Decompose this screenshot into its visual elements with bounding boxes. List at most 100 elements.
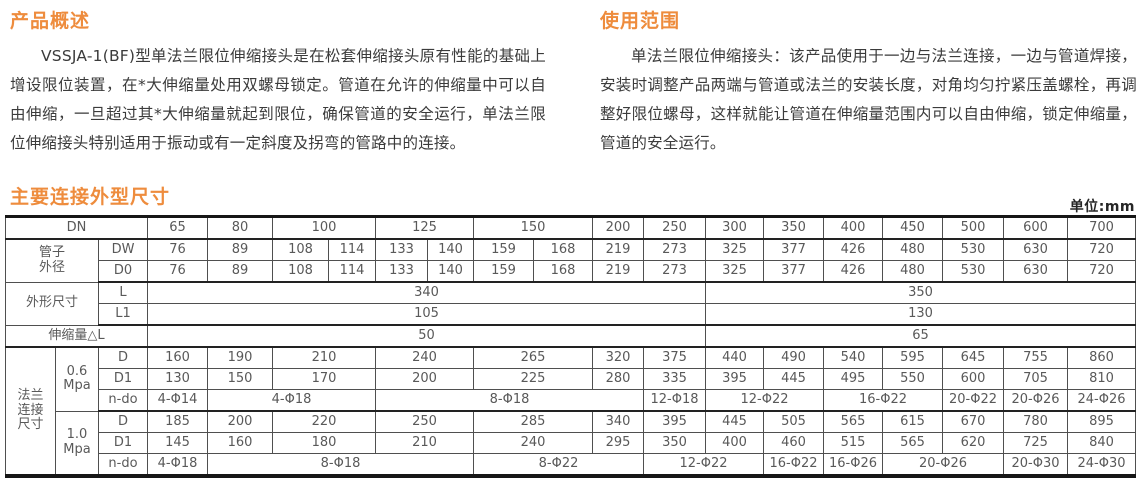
cell: 340 (147, 281, 706, 304)
row-d0: D0 76 89 108 114 133 140 159 168 219 273… (6, 260, 1136, 283)
label-d: D (98, 410, 148, 433)
cell: 377 (763, 238, 824, 261)
row-expansion: 伸缩量△L 50 65 (5, 324, 1136, 348)
cell: 480 (882, 238, 943, 261)
cell: 295 (592, 432, 644, 454)
overview-paragraph: VSSJA-1(BF)型单法兰限位伸缩接头是在松套伸缩接头原有性能的基础上增设限… (10, 47, 546, 152)
cell: 375 (643, 346, 706, 369)
label-d1: D1 (98, 432, 148, 454)
cell: 150 (473, 216, 593, 240)
cell: 350 (643, 432, 706, 454)
cell: 8-Φ18 (375, 389, 644, 412)
cell: 240 (473, 432, 593, 454)
cell: 16-Φ22 (763, 453, 824, 477)
cell: 4-Φ18 (207, 389, 376, 412)
cell: 500 (942, 216, 1004, 240)
cell: 65 (705, 324, 1136, 348)
cell: 4-Φ14 (147, 389, 208, 412)
label-l1: L1 (98, 303, 148, 326)
cell: 80 (207, 216, 273, 240)
usage-title: 使用范围 (600, 10, 681, 32)
cell: 600 (1003, 216, 1068, 240)
cell: 185 (147, 410, 208, 433)
cell: 200 (592, 216, 644, 240)
cell: 810 (1067, 368, 1136, 390)
cell: 24-Φ26 (1067, 389, 1136, 412)
cell: 108 (272, 260, 329, 283)
cell: 200 (207, 410, 273, 433)
cell: 16-Φ22 (823, 389, 943, 412)
cell: 445 (763, 368, 824, 390)
row-l1: L1 105 130 (6, 303, 1136, 326)
cell: 325 (705, 260, 764, 283)
label-overall-size: 外形尺寸 (5, 281, 99, 326)
usage-paragraph: 单法兰限位伸缩接头：该产品使用于一边与法兰连接，一边与管道焊接，安装时调整产品两… (600, 47, 1137, 152)
row-dw: 管子 外径 DW 76 89 108 114 133 140 159 168 2… (5, 238, 1136, 283)
cell: 670 (942, 410, 1004, 433)
cell: 114 (328, 260, 376, 283)
cell: 130 (705, 303, 1136, 326)
cell: 630 (1003, 260, 1068, 283)
row-p10-d: 1.0 Mpa D 185 200 220 250 285 340 395 44… (6, 410, 1136, 477)
row-p06-ndo: n-do 4-Φ14 4-Φ18 8-Φ18 12-Φ18 12-Φ22 16-… (6, 389, 1136, 412)
cell: 76 (147, 238, 208, 261)
unit-label: 单位:mm (1069, 199, 1135, 215)
cell: 600 (942, 368, 1004, 390)
cell: 350 (705, 281, 1136, 304)
label-d: D (98, 346, 148, 369)
cell: 133 (375, 238, 428, 261)
cell: 840 (1067, 432, 1136, 454)
cell: 219 (592, 238, 644, 261)
cell: 250 (375, 410, 474, 433)
cell: 65 (147, 216, 208, 240)
cell: 780 (1003, 410, 1068, 433)
cell: 565 (882, 432, 943, 454)
cell: 125 (375, 216, 474, 240)
cell: 325 (705, 238, 764, 261)
dimensions-table: DN 65 80 100 125 150 200 250 300 350 400… (5, 215, 1136, 478)
cell: 76 (147, 260, 208, 283)
cell: 160 (147, 346, 208, 369)
row-p10-d1: D1 145 160 180 210 240 295 350 400 460 5… (6, 432, 1136, 454)
cell: 219 (592, 260, 644, 283)
cell: 480 (882, 260, 943, 283)
label-pressure-06: 0.6 Mpa (55, 346, 99, 412)
cell: 495 (823, 368, 883, 390)
dimensions-title: 主要连接外型尺寸 (10, 186, 171, 208)
cell: 720 (1067, 260, 1136, 283)
cell: 280 (592, 368, 644, 390)
cell: 20-Φ26 (1003, 389, 1068, 412)
label-pipe-od: 管子 外径 (5, 238, 99, 283)
cell: 705 (1003, 368, 1068, 390)
cell: 273 (643, 238, 706, 261)
label-pressure-10: 1.0 Mpa (55, 410, 99, 477)
cell: 108 (272, 238, 329, 261)
cell: 200 (375, 368, 474, 390)
row-l: 外形尺寸 L 340 350 (5, 281, 1136, 326)
product-overview-section: 产品概述 VSSJA-1(BF)型单法兰限位伸缩接头是在松套伸缩接头原有性能的基… (10, 6, 546, 158)
cell: 340 (592, 410, 644, 433)
cell: 12-Φ22 (705, 389, 824, 412)
cell: 140 (427, 238, 474, 261)
cell: 89 (207, 238, 273, 261)
cell: 426 (823, 260, 883, 283)
cell: 860 (1067, 346, 1136, 369)
cell: 159 (473, 260, 534, 283)
cell: 550 (882, 368, 943, 390)
cell: 400 (823, 216, 883, 240)
cell: 168 (533, 238, 593, 261)
cell: 395 (705, 368, 764, 390)
cell: 220 (272, 410, 376, 433)
cell: 24-Φ30 (1067, 453, 1136, 477)
cell: 159 (473, 238, 534, 261)
cell: 395 (643, 410, 706, 433)
cell: 273 (643, 260, 706, 283)
label-flange-size: 法兰 连接 尺寸 (5, 346, 56, 477)
cell: 190 (207, 346, 273, 369)
cell: 180 (272, 432, 376, 454)
cell: 240 (375, 346, 474, 369)
cell: 895 (1067, 410, 1136, 433)
cell: 445 (705, 410, 764, 433)
cell: 450 (882, 216, 943, 240)
cell: 565 (823, 410, 883, 433)
